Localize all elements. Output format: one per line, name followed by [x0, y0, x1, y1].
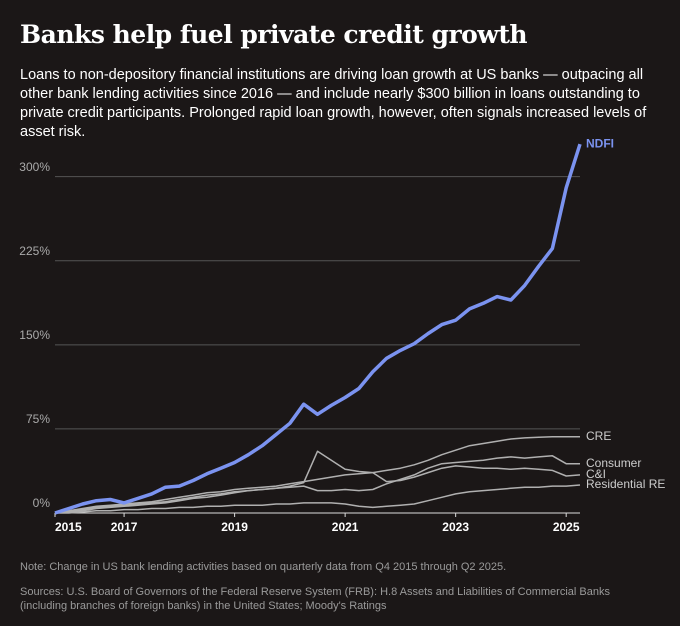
series-label: CRE — [586, 429, 611, 443]
chart: 0% 75% 150% 225% 300% 2015 2017 2019 2021 2023 202… — [19, 136, 665, 534]
series-label: C&I — [586, 467, 606, 481]
x-tick-label: 2025 — [553, 520, 580, 534]
x-tick-label: 2021 — [332, 520, 359, 534]
series-line — [54, 436, 580, 514]
chart-subtitle: Loans to non-depository financial instit… — [20, 67, 647, 140]
sources: Sources: U.S. Board of Governors of the … — [20, 586, 610, 612]
y-tick-label: 75% — [26, 412, 50, 426]
y-tick-label: 150% — [19, 328, 50, 342]
series-label: Consumer — [586, 456, 641, 470]
x-tick-label: 2023 — [442, 520, 469, 534]
y-tick-label: 0% — [33, 496, 51, 510]
series-label: NDFI — [586, 136, 614, 150]
x-tick-label: 2017 — [111, 520, 138, 534]
series-line — [54, 455, 580, 514]
chart-title: Banks help fuel private credit growth — [20, 20, 528, 49]
x-tick-label: 2015 — [55, 520, 82, 534]
x-tick-label: 2019 — [221, 520, 248, 534]
series-line — [55, 484, 581, 514]
note: Note: Change in US bank lending activiti… — [20, 561, 507, 573]
y-tick-label: 225% — [19, 244, 50, 258]
series-line — [54, 143, 582, 515]
series-label: Residential RE — [586, 477, 665, 491]
y-tick-label: 300% — [19, 160, 50, 174]
series-line — [54, 450, 581, 514]
